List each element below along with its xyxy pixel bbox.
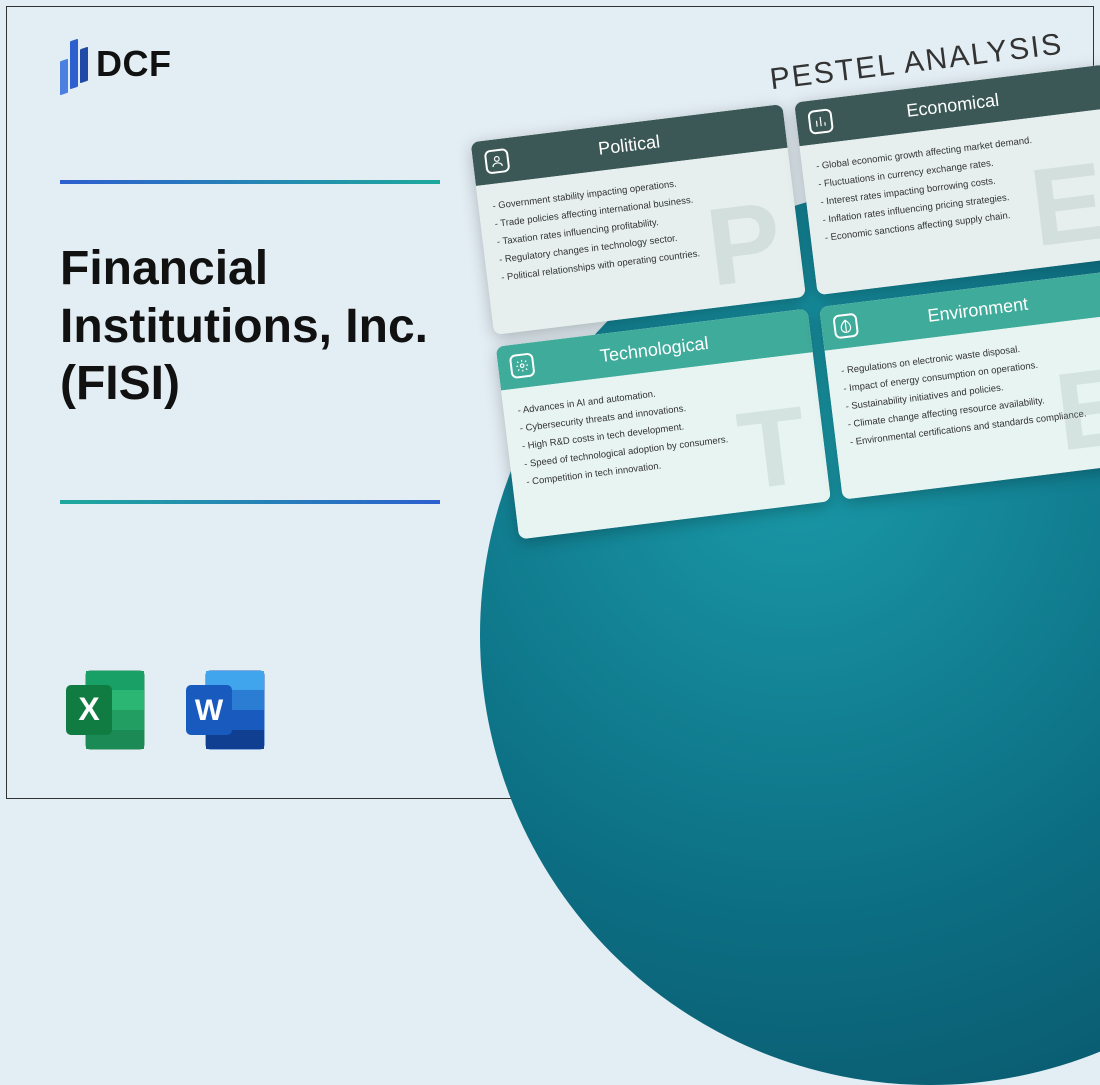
brand-name: DCF bbox=[96, 43, 172, 85]
gear-icon bbox=[509, 352, 536, 379]
divider-top bbox=[60, 180, 440, 184]
word-icon: W bbox=[180, 665, 270, 755]
card-title: Environment bbox=[926, 293, 1029, 326]
page-title: Financial Institutions, Inc. (FISI) bbox=[60, 240, 490, 413]
divider-bottom bbox=[60, 500, 440, 504]
pestel-grid: Political P Government stability impacti… bbox=[471, 64, 1100, 539]
app-icons: X W bbox=[60, 665, 270, 755]
svg-text:X: X bbox=[78, 691, 100, 727]
card-title: Economical bbox=[905, 89, 1000, 121]
logo-bars-icon bbox=[60, 40, 88, 88]
person-icon bbox=[484, 148, 511, 175]
card-title: Political bbox=[597, 131, 661, 159]
card-title: Technological bbox=[599, 332, 710, 366]
pestel-card-economical: Economical E Global economic growth affe… bbox=[794, 64, 1100, 295]
bars-icon bbox=[807, 108, 834, 135]
excel-icon: X bbox=[60, 665, 150, 755]
brand-logo: DCF bbox=[60, 40, 172, 88]
pestel-card-environment: Environment E Regulations on electronic … bbox=[819, 269, 1100, 500]
pestel-card-political: Political P Government stability impacti… bbox=[471, 104, 806, 335]
svg-text:W: W bbox=[195, 694, 224, 727]
pestel-panel: PESTEL ANALYSIS Political P Government s… bbox=[465, 23, 1100, 540]
leaf-icon bbox=[832, 313, 859, 340]
pestel-card-technological: Technological T Advances in AI and autom… bbox=[496, 309, 831, 540]
